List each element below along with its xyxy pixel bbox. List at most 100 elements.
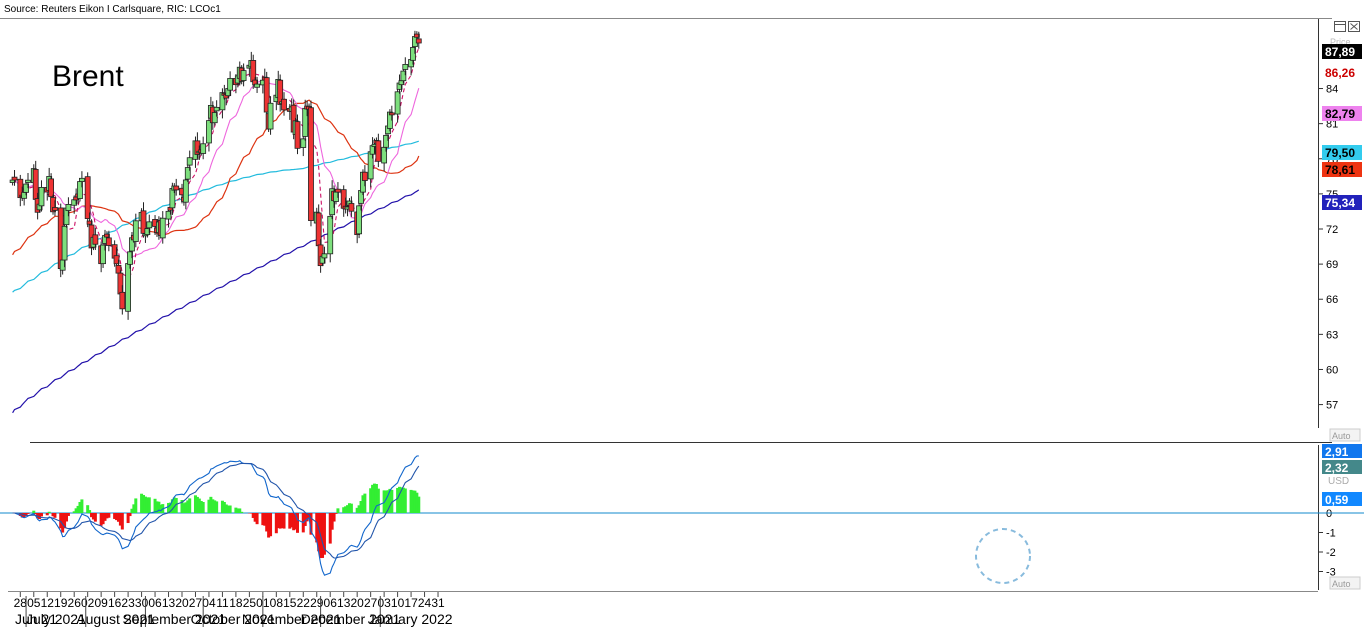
candle-body — [206, 120, 212, 144]
chart-title: Brent — [52, 60, 124, 93]
candle-body — [263, 77, 270, 113]
candle-body — [194, 140, 201, 155]
macd-badge-bg — [1322, 444, 1362, 458]
candle-body — [300, 138, 307, 148]
candle-body — [61, 225, 68, 261]
candle-body — [413, 33, 420, 38]
macd-tick-label: -3 — [1326, 567, 1336, 579]
x-day-label: 13 — [162, 596, 176, 610]
x-day-label: 20 — [175, 596, 189, 610]
price-label: Price — [1330, 37, 1351, 47]
x-day-label: 20 — [350, 596, 364, 610]
x-day-label: 09 — [94, 596, 108, 610]
candle-body — [361, 171, 368, 181]
x-day-label: 06 — [148, 596, 162, 610]
macd-tick-label: 0 — [1326, 508, 1332, 520]
candle-body — [184, 167, 191, 180]
price-badge: 75,34 — [1325, 196, 1355, 210]
macd-badge-bg — [1322, 492, 1362, 506]
auto-label-macd[interactable]: Auto — [1332, 579, 1351, 589]
price-tick-label: 81 — [1326, 119, 1338, 131]
candle-body — [294, 121, 301, 149]
candle-body — [356, 205, 363, 235]
price-tick-label: 84 — [1326, 84, 1338, 96]
x-day-label: 31 — [431, 596, 445, 610]
macd-badge: 0,59 — [1325, 493, 1349, 507]
candlesticks — [9, 30, 422, 320]
x-day-label: 12 — [41, 596, 55, 610]
price-tick-label: 72 — [1326, 224, 1338, 236]
auto-label-price[interactable]: Auto — [1332, 431, 1351, 441]
price-tick-label: 66 — [1326, 294, 1338, 306]
macd-panel — [0, 455, 1364, 576]
x-month-label: Jun 21 — [15, 611, 57, 627]
candle-body — [277, 79, 284, 105]
macd-tick-label: -1 — [1326, 528, 1336, 540]
macd-tick-label: -2 — [1326, 547, 1336, 559]
candle-body — [375, 140, 382, 162]
macd-line — [12, 455, 419, 576]
window-icon[interactable] — [1334, 21, 1346, 32]
x-day-label: 11 — [216, 596, 229, 610]
x-day-label: 02 — [81, 596, 95, 610]
x-month-label: December 2021 — [301, 611, 401, 627]
candle-body — [127, 251, 133, 265]
candle-body — [394, 91, 401, 115]
price-badge-bg — [1322, 162, 1362, 177]
candle-body — [86, 220, 93, 225]
x-day-label: 27 — [189, 596, 203, 610]
price-tick-label: 60 — [1326, 364, 1338, 376]
candle-body — [173, 185, 180, 191]
x-day-label: 24 — [418, 596, 432, 610]
candle-body — [213, 106, 220, 112]
candle-body — [386, 111, 393, 129]
candle-body — [100, 244, 106, 265]
x-month-label: January 2022 — [368, 611, 453, 627]
candle-body — [321, 253, 328, 259]
candle-body — [50, 197, 56, 213]
candle-body — [267, 102, 274, 130]
candle-body — [104, 233, 110, 238]
candle-body — [400, 70, 407, 82]
highlight-circle — [975, 528, 1031, 584]
candle-body — [92, 234, 99, 245]
x-day-label: 26 — [68, 596, 82, 610]
price-badge: 79,50 — [1325, 146, 1355, 160]
candle-body — [165, 210, 172, 220]
price-badge-bg — [1322, 145, 1362, 160]
x-day-label: 05 — [27, 596, 41, 610]
candle-body — [146, 221, 153, 229]
x-month-label: November 2021 — [242, 611, 342, 627]
candle-body — [402, 64, 409, 70]
candle-body — [182, 179, 189, 203]
ma-line-blue — [12, 189, 420, 414]
price-badge: 82,79 — [1325, 107, 1355, 121]
x-month-label: July 2021 — [26, 611, 86, 627]
x-day-label: 30 — [135, 596, 149, 610]
candle-body — [17, 178, 24, 199]
signal-line — [12, 462, 420, 559]
candle-body — [25, 179, 31, 183]
candle-body — [23, 183, 29, 193]
candle-body — [105, 237, 112, 246]
x-day-label: 16 — [108, 596, 122, 610]
usd-label: USD — [1328, 476, 1349, 487]
x-day-label: 06 — [324, 596, 338, 610]
x-day-label: 15 — [283, 596, 297, 610]
price-badge-bg — [1322, 195, 1362, 210]
macd-badge-bg — [1322, 460, 1362, 474]
candle-body — [410, 47, 416, 61]
candle-body — [65, 204, 72, 211]
candle-body — [254, 83, 260, 88]
candle-body — [383, 134, 389, 148]
macd-badge: 2,91 — [1325, 445, 1349, 459]
candle-body — [308, 107, 314, 221]
x-day-label: 17 — [404, 596, 418, 610]
price-badges: 87,89 86,26 82,79 79,50 78,61 75,34 2,91 2,32 0,… — [1322, 44, 1362, 507]
close-icon[interactable] — [1348, 21, 1360, 32]
candle-body — [227, 78, 234, 91]
x-day-label: 28 — [14, 596, 28, 610]
x-day-label: 25 — [243, 596, 257, 610]
x-day-label: 03 — [377, 596, 391, 610]
